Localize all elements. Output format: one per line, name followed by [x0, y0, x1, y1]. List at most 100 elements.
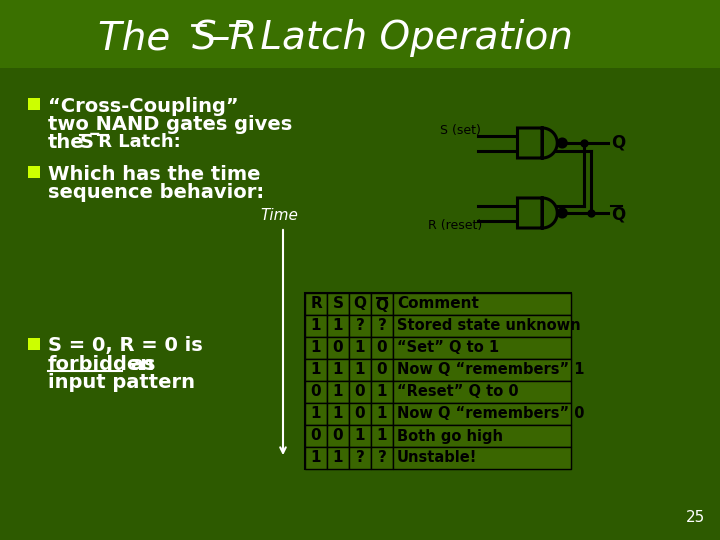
Bar — [349, 447, 371, 469]
Bar — [305, 337, 327, 359]
Bar — [349, 425, 371, 447]
Text: 0: 0 — [355, 384, 365, 400]
Circle shape — [558, 209, 566, 217]
Bar — [327, 447, 349, 469]
Bar — [349, 337, 371, 359]
Text: R (reset): R (reset) — [428, 219, 482, 232]
Bar — [349, 293, 371, 315]
Text: 1: 1 — [311, 362, 321, 377]
Text: Stored state unknown: Stored state unknown — [397, 319, 580, 334]
Text: Latch Operation: Latch Operation — [248, 19, 573, 57]
Bar — [327, 381, 349, 403]
Text: forbidden: forbidden — [48, 354, 155, 374]
Bar — [393, 337, 571, 359]
Text: input pattern: input pattern — [48, 373, 195, 392]
Bar — [327, 293, 349, 315]
Text: S: S — [80, 132, 94, 152]
Text: 1: 1 — [333, 362, 343, 377]
Bar — [305, 403, 327, 425]
Text: R: R — [310, 296, 322, 312]
Text: Q: Q — [354, 296, 366, 312]
Bar — [349, 381, 371, 403]
Bar — [327, 359, 349, 381]
Circle shape — [558, 139, 566, 147]
Bar — [393, 381, 571, 403]
Bar — [393, 403, 571, 425]
Bar — [28, 166, 40, 178]
Text: “Cross-Coupling”: “Cross-Coupling” — [48, 97, 238, 116]
Bar — [393, 315, 571, 337]
Text: “Set” Q to 1: “Set” Q to 1 — [397, 341, 499, 355]
Text: Q: Q — [376, 298, 389, 313]
Text: 0: 0 — [377, 341, 387, 355]
Bar — [327, 403, 349, 425]
Text: Unstable!: Unstable! — [397, 450, 477, 465]
Text: the: the — [48, 132, 85, 152]
Bar — [349, 403, 371, 425]
Text: 0: 0 — [311, 429, 321, 443]
Bar — [327, 425, 349, 447]
Text: “Reset” Q to 0: “Reset” Q to 0 — [397, 384, 518, 400]
Text: –: – — [210, 19, 230, 57]
Text: 0: 0 — [355, 407, 365, 422]
Text: 1: 1 — [355, 362, 365, 377]
Text: ̅R Latch:: ̅R Latch: — [93, 133, 181, 151]
Text: Now Q “remembers” 1: Now Q “remembers” 1 — [397, 362, 585, 377]
Text: Which has the time: Which has the time — [48, 165, 261, 184]
Bar — [305, 381, 327, 403]
Text: S = 0, R = 0 is: S = 0, R = 0 is — [48, 336, 203, 355]
Bar — [371, 381, 393, 403]
Bar — [371, 337, 393, 359]
Polygon shape — [518, 128, 557, 158]
Text: 1: 1 — [355, 341, 365, 355]
Bar — [393, 425, 571, 447]
Polygon shape — [518, 198, 557, 228]
Bar — [371, 425, 393, 447]
Bar — [371, 403, 393, 425]
Bar — [305, 447, 327, 469]
Text: 0: 0 — [377, 362, 387, 377]
Bar — [371, 315, 393, 337]
Text: 0: 0 — [333, 429, 343, 443]
Text: 1: 1 — [333, 319, 343, 334]
Bar — [393, 447, 571, 469]
Text: 25: 25 — [685, 510, 705, 525]
Text: R: R — [230, 19, 257, 57]
Bar — [371, 359, 393, 381]
Bar — [349, 315, 371, 337]
Text: 1: 1 — [377, 429, 387, 443]
Text: Comment: Comment — [397, 296, 479, 312]
Text: Q: Q — [611, 134, 626, 152]
Text: 1: 1 — [355, 429, 365, 443]
Text: ?: ? — [377, 450, 387, 465]
Text: The: The — [98, 19, 183, 57]
Bar — [305, 293, 327, 315]
Text: 1: 1 — [377, 407, 387, 422]
Text: 1: 1 — [377, 384, 387, 400]
Text: Both go high: Both go high — [397, 429, 503, 443]
Text: 1: 1 — [311, 407, 321, 422]
Bar — [305, 359, 327, 381]
Text: Q: Q — [611, 206, 626, 224]
Text: sequence behavior:: sequence behavior: — [48, 183, 264, 201]
Text: S (set): S (set) — [440, 124, 481, 137]
Bar — [371, 447, 393, 469]
Text: S: S — [192, 19, 217, 57]
Bar — [327, 315, 349, 337]
Bar — [393, 359, 571, 381]
Text: as: as — [124, 354, 156, 374]
Text: ?: ? — [356, 450, 364, 465]
Bar — [349, 359, 371, 381]
Bar — [28, 98, 40, 110]
Text: Time: Time — [260, 208, 298, 224]
Bar — [0, 0, 720, 68]
Text: 0: 0 — [333, 341, 343, 355]
Bar — [305, 315, 327, 337]
Text: Now Q “remembers” 0: Now Q “remembers” 0 — [397, 407, 585, 422]
Text: 1: 1 — [333, 407, 343, 422]
Text: 1: 1 — [311, 319, 321, 334]
Bar — [371, 293, 393, 315]
Bar — [305, 425, 327, 447]
Text: ?: ? — [356, 319, 364, 334]
Text: two NAND gates gives: two NAND gates gives — [48, 114, 292, 133]
